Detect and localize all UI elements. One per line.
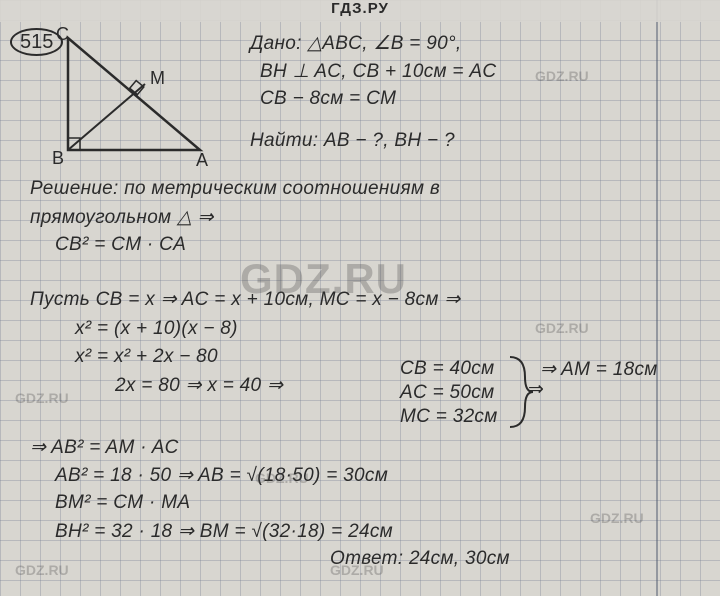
answer: Ответ: 24см, 30см bbox=[330, 548, 510, 570]
given-line-2: BH ⊥ AC, CB + 10см = AC bbox=[260, 60, 496, 83]
vertex-a: A bbox=[196, 150, 208, 171]
sol-8c: MC = 32см bbox=[400, 406, 498, 428]
given-line-1: Дано: △ABC, ∠B = 90°, bbox=[250, 32, 461, 55]
sol-5: x² = (x + 10)(x − 8) bbox=[75, 318, 238, 340]
triangle-svg bbox=[50, 30, 220, 170]
given-line-3: CB − 8см = CM bbox=[260, 88, 396, 110]
sol-2: прямоугольном △ ⇒ bbox=[30, 206, 214, 229]
vertex-c: C bbox=[56, 24, 69, 45]
sol-8a: CB = 40см bbox=[400, 358, 494, 380]
sol-8b: AC = 50см bbox=[400, 382, 494, 404]
sol-8d: ⇒ AM = 18см bbox=[540, 358, 658, 381]
sol-3: CB² = CM · CA bbox=[55, 234, 186, 256]
sol-4: Пусть CB = x ⇒ AC = x + 10см, MC = x − 8… bbox=[30, 288, 460, 311]
sol-12: BH² = 32 · 18 ⇒ BM = √(32·18) = 24см bbox=[55, 520, 393, 543]
site-header: ГДЗ.РУ bbox=[0, 0, 720, 22]
sol-11: BM² = CM · MA bbox=[55, 492, 190, 514]
given-line-4: Найти: AB − ?, BH − ? bbox=[250, 130, 455, 152]
triangle-diagram: C B A M bbox=[50, 30, 220, 170]
point-m: M bbox=[150, 68, 165, 89]
right-margin-line bbox=[656, 0, 658, 596]
implies-arrow: ⇒ bbox=[528, 378, 544, 401]
vertex-b: B bbox=[52, 148, 64, 169]
sol-6: x² = x² + 2x − 80 bbox=[75, 346, 218, 368]
sol-1: Решение: по метрическим соотношениям в bbox=[30, 178, 440, 200]
sol-9: ⇒ AB² = AM · AC bbox=[30, 436, 179, 459]
sol-7: 2x = 80 ⇒ x = 40 ⇒ bbox=[115, 374, 283, 397]
sol-10: AB² = 18 · 50 ⇒ AB = √(18·50) = 30см bbox=[55, 464, 388, 487]
